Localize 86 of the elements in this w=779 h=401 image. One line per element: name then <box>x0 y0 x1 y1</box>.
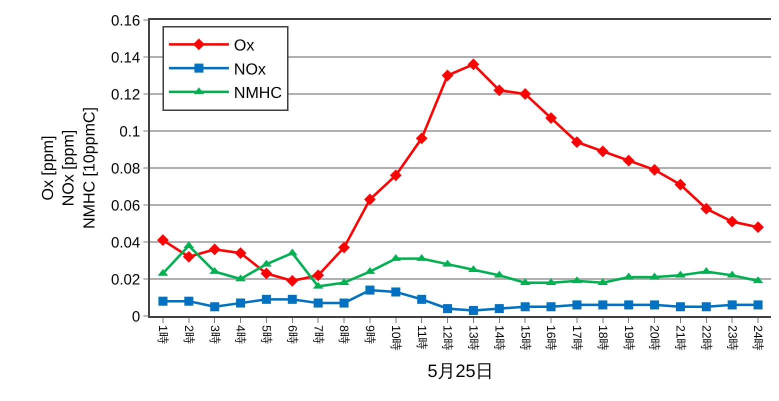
legend-label: NOx <box>234 61 266 78</box>
point <box>182 250 195 263</box>
point <box>598 300 608 310</box>
point <box>288 294 297 304</box>
point <box>676 302 685 312</box>
point <box>236 298 246 308</box>
point <box>442 70 454 82</box>
point <box>468 58 480 70</box>
point <box>754 300 763 310</box>
legend-label: Ox <box>234 38 254 55</box>
x-tick-label: 18時 <box>596 325 610 351</box>
x-tick-label: 22時 <box>699 325 714 351</box>
y-tick-label: 0.04 <box>111 234 140 252</box>
x-tick-label: 15時 <box>518 325 532 351</box>
x-tick-label: 14時 <box>492 325 506 351</box>
y-tick-label: 0.1 <box>119 123 140 140</box>
x-tick-label: 17時 <box>570 325 584 351</box>
point <box>702 302 711 312</box>
point <box>416 132 428 144</box>
x-tick-label: 12時 <box>440 325 455 351</box>
x-axis-title: 5月25日 <box>427 361 494 382</box>
x-tick-label: 24時 <box>751 325 766 351</box>
y-tick-label: 0.16 <box>111 12 140 30</box>
point <box>365 286 374 295</box>
y-axis-title: Ox [ppm] NOx [ppm] NMHC [10ppmC] <box>40 107 98 229</box>
point <box>417 294 426 304</box>
point <box>468 306 478 315</box>
point <box>210 302 220 312</box>
x-tick-label: 6時 <box>285 325 300 344</box>
point <box>622 154 635 166</box>
point <box>312 269 324 282</box>
x-tick-label: 20時 <box>648 325 662 351</box>
y-tick-label: 0.08 <box>111 160 140 178</box>
point <box>520 302 530 312</box>
point <box>752 221 764 234</box>
point <box>340 298 349 308</box>
point <box>157 234 169 246</box>
legend-label: NMHC <box>234 85 282 102</box>
point <box>674 178 686 190</box>
point <box>546 302 556 312</box>
point <box>286 275 298 287</box>
point <box>158 296 168 306</box>
x-tick-label: 21時 <box>674 325 688 351</box>
point <box>262 294 271 304</box>
point <box>726 216 738 228</box>
x-tick-label: 23時 <box>725 325 740 351</box>
point <box>338 242 350 254</box>
point <box>494 304 504 314</box>
x-tick-label: 5時 <box>260 325 274 344</box>
x-tick-label: 2時 <box>182 325 196 344</box>
x-tick-label: 1時 <box>156 325 170 344</box>
x-tick-label: 10時 <box>388 325 403 351</box>
x-tick-label: 9時 <box>363 325 378 344</box>
point <box>545 112 557 124</box>
point <box>571 136 583 148</box>
point <box>519 88 532 100</box>
x-tick-label: 16時 <box>544 325 558 351</box>
point <box>728 300 737 310</box>
x-tick-label: 19時 <box>622 325 636 351</box>
point <box>648 164 660 176</box>
point <box>260 268 272 280</box>
point <box>184 296 194 306</box>
y-tick-label: 0.12 <box>111 86 140 104</box>
y-tick-label: 0.02 <box>111 271 140 288</box>
x-tick-label: 13時 <box>466 325 481 351</box>
point <box>390 170 402 182</box>
point <box>314 298 323 308</box>
point <box>208 244 221 256</box>
y-tick-label: 0.06 <box>111 197 140 214</box>
point <box>391 287 400 296</box>
y-tick-label: 0 <box>132 308 140 326</box>
y-tick-label: 0.14 <box>111 49 140 66</box>
x-tick-label: 3時 <box>208 325 222 344</box>
point <box>234 247 246 259</box>
point <box>572 300 582 310</box>
x-tick-label: 11時 <box>414 325 429 350</box>
x-tick-label: 7時 <box>311 325 326 344</box>
x-tick-label: 8時 <box>337 325 352 344</box>
point <box>700 202 712 215</box>
point <box>364 194 376 206</box>
point <box>624 300 634 310</box>
point <box>443 304 452 314</box>
point <box>650 300 660 310</box>
point <box>596 146 609 158</box>
point <box>493 84 506 96</box>
x-tick-label: 4時 <box>234 325 248 344</box>
